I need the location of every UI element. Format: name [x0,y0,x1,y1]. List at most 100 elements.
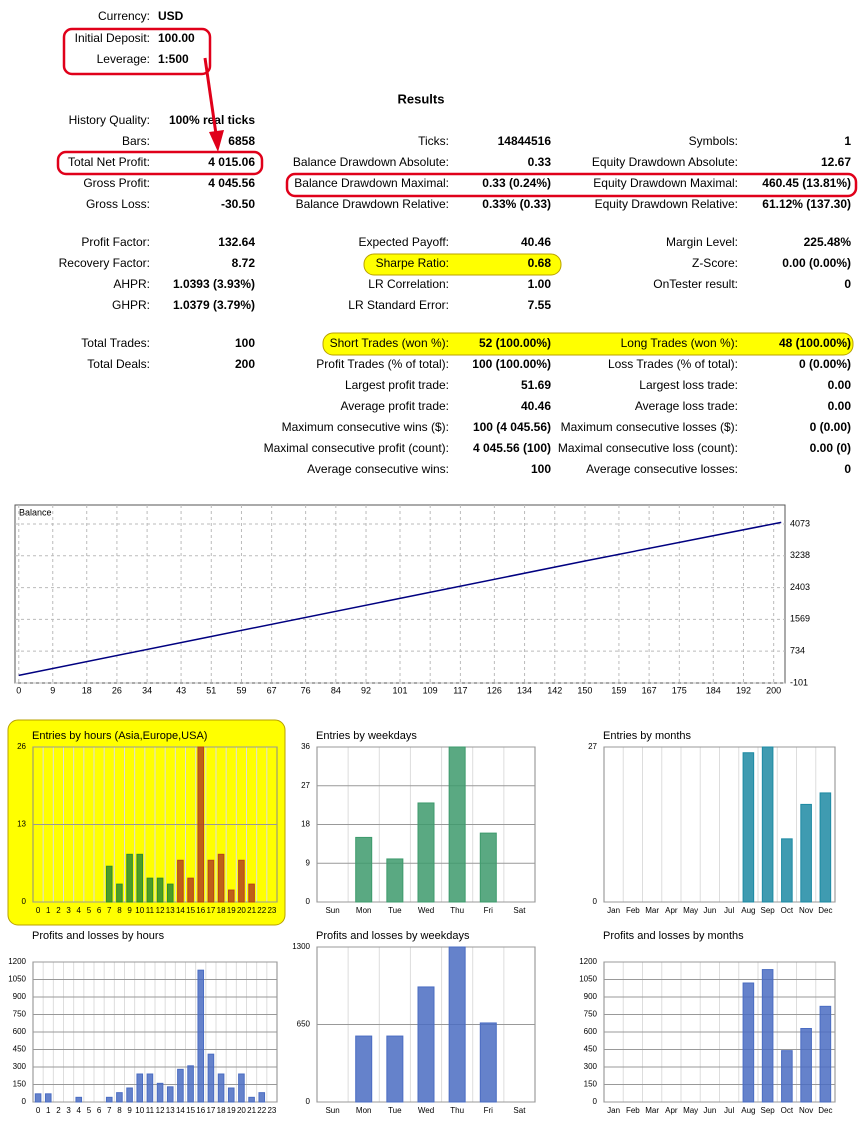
field-label: Loss Trades (% of total): [608,357,738,371]
field-value: 0 [844,277,851,291]
x-tick-label: 159 [611,685,626,695]
y-tick-label: 600 [584,1027,598,1036]
bar [800,803,812,903]
x-tick-label: 16 [196,1106,205,1115]
x-tick-label: 3 [66,906,71,915]
x-tick-label: Tue [388,906,402,915]
field-value: 100 (100.00%) [472,357,551,371]
x-tick-label: Mon [356,906,372,915]
y-tick-label: 18 [301,820,310,829]
x-tick-label: Mon [356,1106,372,1115]
x-tick-label: Thu [450,1106,464,1115]
x-tick-label: 0 [16,685,21,695]
x-tick-label: Wed [418,906,434,915]
x-tick-label: 18 [217,906,226,915]
highlight-pill [322,332,854,356]
x-tick-label: 18 [217,1106,226,1115]
x-tick-label: 22 [257,1106,266,1115]
x-tick-label: 5 [87,906,92,915]
x-tick-label: 15 [186,906,195,915]
field-label: Maximal consecutive loss (count): [558,441,738,455]
x-tick-label: 17 [206,1106,215,1115]
highlight-outline [56,150,264,176]
bar [248,883,255,903]
y-tick-label: 3238 [790,550,810,560]
field-label: Recovery Factor: [59,256,150,270]
x-tick-label: Apr [665,1106,678,1115]
x-tick-label: Sat [513,906,526,915]
field-value: 1.0379 (3.79%) [173,298,255,312]
y-tick-label: 734 [790,646,805,656]
field-label: Equity Drawdown Relative: [595,197,738,211]
highlight-outline [285,172,858,198]
x-tick-label: 7 [107,1106,112,1115]
y-tick-label: 450 [584,1045,598,1054]
field-label: Average consecutive wins: [307,462,449,476]
field-value: 4 045.56 [208,176,255,190]
x-tick-label: Thu [450,906,464,915]
x-tick-label: 142 [547,685,562,695]
x-tick-label: 67 [267,685,277,695]
x-tick-label: Jun [703,1106,716,1115]
field-value: 6858 [228,134,255,148]
y-tick-label: 36 [301,742,310,751]
bar [146,1073,154,1103]
field-label: Largest profit trade: [345,378,449,392]
x-tick-label: Jun [703,906,716,915]
x-tick-label: 8 [117,1106,122,1115]
x-tick-label: Jan [607,1106,620,1115]
field-value: 7.55 [528,298,552,312]
y-tick-label: 2403 [790,582,810,592]
x-tick-label: 134 [517,685,532,695]
x-tick-label: May [683,1106,698,1115]
x-tick-label: 184 [706,685,721,695]
field-value: 0.00 (0.00%) [782,256,851,270]
x-tick-label: 20 [237,1106,246,1115]
y-tick-label: 300 [584,1062,598,1071]
x-tick-label: 5 [87,1106,92,1115]
x-tick-label: May [683,906,698,915]
x-tick-label: 4 [77,1106,82,1115]
x-tick-label: 117 [453,685,467,695]
field-value: 0.00 [828,378,852,392]
x-tick-label: Oct [781,1106,794,1115]
field-value: 132.64 [218,235,255,249]
bar [197,746,205,903]
field-value: 0.33 [528,155,552,169]
x-tick-label: 109 [423,685,438,695]
y-tick-label: 600 [13,1027,27,1036]
bar [227,1087,235,1103]
field-label: Profit Trades (% of total): [316,357,449,371]
bar [386,858,404,903]
arrow-head [209,130,224,152]
x-tick-label: 9 [127,1106,132,1115]
x-tick-label: Wed [418,1106,434,1115]
field-value: 1:500 [158,52,189,66]
bar [819,792,832,903]
bar [166,1086,174,1103]
chart-title: Balance [19,507,52,517]
bar [116,883,123,903]
x-tick-label: Fri [484,906,494,915]
y-tick-label: 900 [13,992,27,1001]
x-tick-label: 200 [766,685,781,695]
bar [819,1005,832,1103]
chart-title: Profits and losses by hours [32,930,165,942]
x-tick-label: 17 [206,906,215,915]
bar [217,853,225,903]
x-tick-label: 23 [267,1106,276,1115]
x-tick-label: 2 [56,1106,61,1115]
field-label: Average profit trade: [340,399,449,413]
chart-title: Profits and losses by months [603,930,744,942]
field-label: LR Standard Error: [348,298,449,312]
x-tick-label: 12 [156,906,165,915]
y-tick-label: 4073 [790,518,810,528]
field-value: 40.46 [521,399,551,413]
x-tick-label: 11 [146,1106,155,1115]
x-tick-label: Dec [818,1106,832,1115]
field-label: LR Correlation: [368,277,449,291]
x-tick-label: 9 [50,685,55,695]
y-tick-label: 1569 [790,614,810,624]
bar [34,1093,42,1103]
x-tick-label: 8 [117,906,122,915]
